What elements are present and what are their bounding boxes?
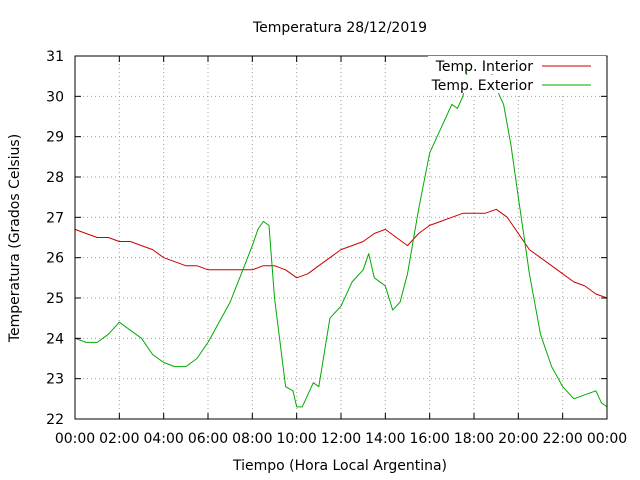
x-tick-label: 00:00 — [587, 431, 627, 447]
y-tick-label: 27 — [46, 210, 64, 226]
chart-title: Temperatura 28/12/2019 — [252, 20, 427, 36]
x-axis-label: Tiempo (Hora Local Argentina) — [232, 458, 447, 474]
x-tick-label: 06:00 — [188, 431, 228, 447]
y-tick-label: 31 — [46, 49, 64, 65]
x-tick-label: 02:00 — [99, 431, 139, 447]
series-lines — [74, 63, 608, 408]
x-tick-label: 08:00 — [232, 431, 272, 447]
y-tick-label: 28 — [46, 170, 64, 186]
y-tick-label: 22 — [46, 412, 64, 428]
x-tick-label: 00:00 — [55, 431, 95, 447]
legend: Temp. Interior Temp. Exterior — [428, 56, 606, 94]
legend-background — [428, 56, 606, 74]
y-tick-label: 30 — [46, 89, 64, 105]
y-tick-label: 23 — [46, 372, 64, 388]
axis-ticks: 00:00 02:00 04:00 06:00 08:00 10:00 12:00 14:00… — [46, 49, 627, 447]
grid — [75, 56, 607, 419]
x-tick-label: 18:00 — [454, 431, 494, 447]
series-line-interior — [74, 208, 608, 299]
x-tick-label: 22:00 — [542, 431, 582, 447]
y-tick-label: 29 — [46, 130, 64, 146]
x-tick-label: 16:00 — [409, 431, 449, 447]
x-tick-label: 10:00 — [276, 431, 316, 447]
legend-background — [428, 75, 606, 93]
y-axis-label: Temperatura (Grados Celsius) — [7, 134, 23, 343]
y-tick-label: 26 — [46, 251, 64, 267]
y-tick-label: 24 — [46, 331, 64, 347]
legend-label: Temp. Exterior — [431, 78, 534, 94]
x-tick-label: 14:00 — [365, 431, 405, 447]
y-tick-label: 25 — [46, 291, 64, 307]
x-tick-label: 12:00 — [321, 431, 361, 447]
x-tick-label: 20:00 — [498, 431, 538, 447]
series-line-exterior — [74, 63, 608, 408]
legend-label: Temp. Interior — [435, 59, 534, 75]
x-tick-label: 04:00 — [143, 431, 183, 447]
